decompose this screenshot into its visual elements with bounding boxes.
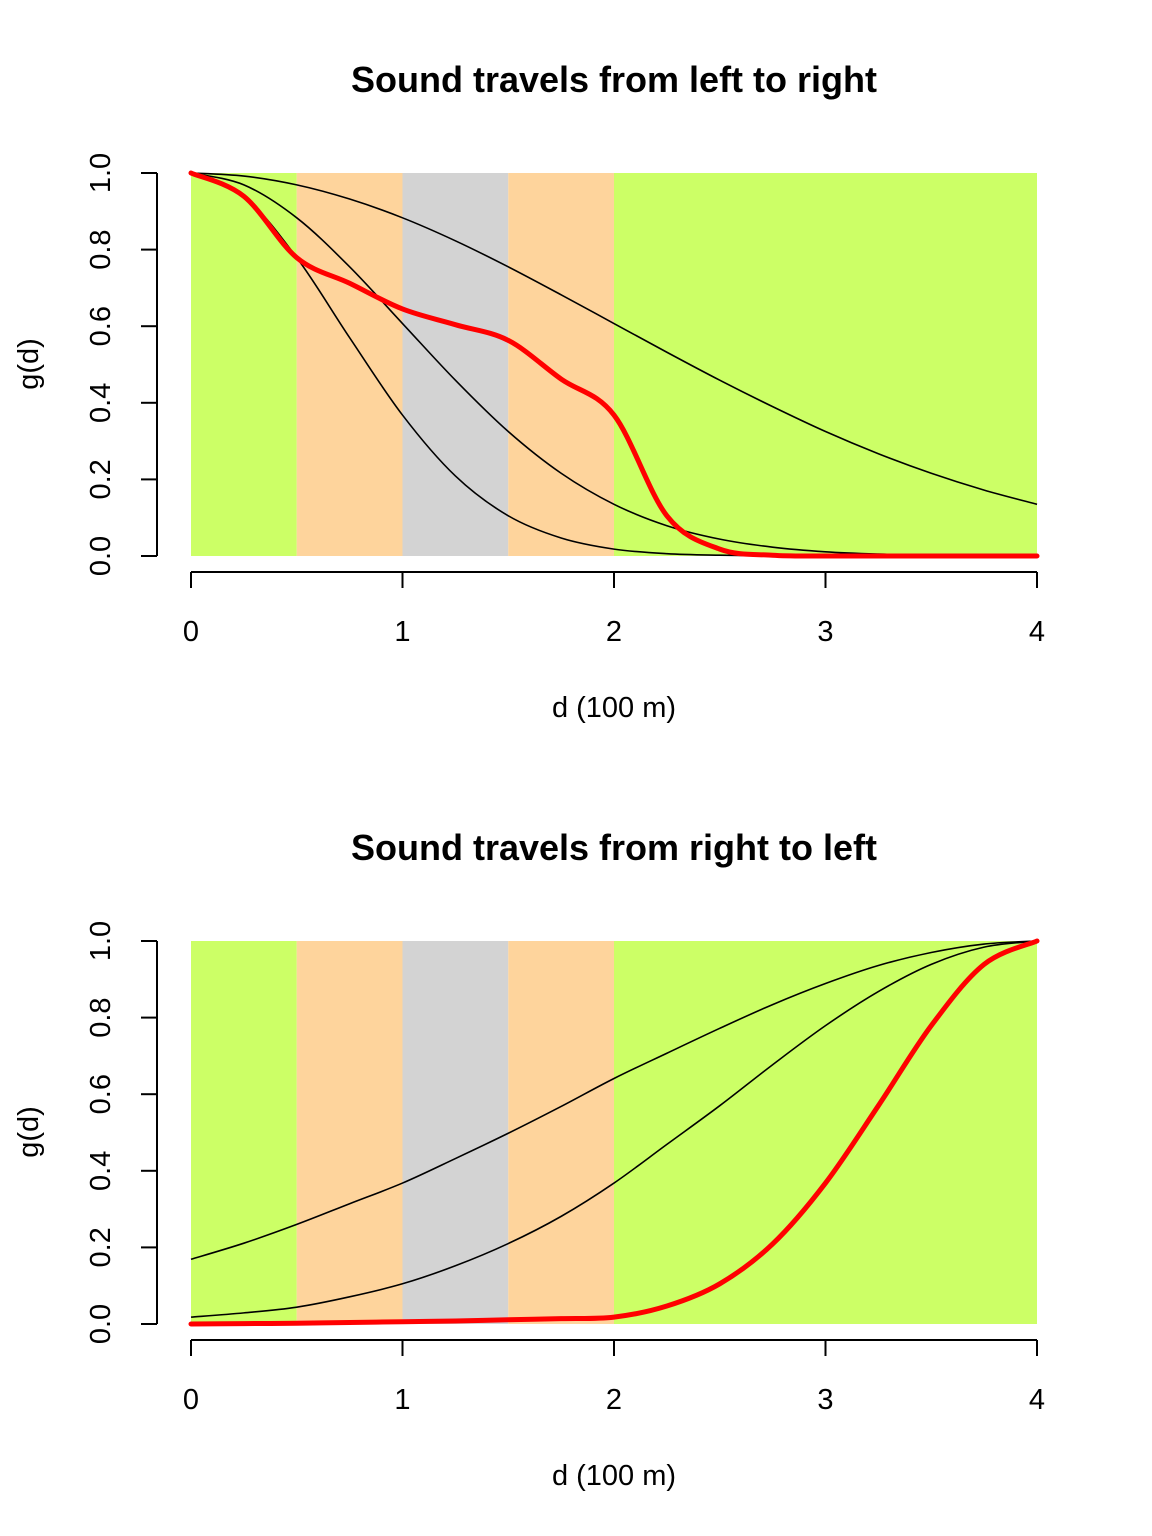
band-4 (614, 173, 1037, 556)
panel-bottom: Sound travels from right to left 0 1 2 3 4 0… (13, 827, 1045, 1492)
x-tick-label: 4 (1029, 616, 1045, 648)
x-axis: 0 1 2 3 4 (183, 1339, 1045, 1416)
plot-area (188, 938, 1040, 1327)
x-axis: 0 1 2 3 4 (183, 571, 1045, 648)
band-3 (508, 941, 614, 1324)
chart-title: Sound travels from right to left (351, 827, 877, 868)
x-tick-label: 1 (394, 616, 410, 648)
y-tick-label: 0.2 (85, 1227, 117, 1267)
band-0 (191, 173, 297, 556)
y-tick-label: 0.4 (85, 383, 117, 423)
panel-top: Sound travels from left to right 0 1 2 3 4 0… (13, 59, 1045, 724)
y-axis: 0.0 0.2 0.4 0.6 0.8 1.0 (85, 921, 158, 1344)
y-tick-label: 1.0 (85, 153, 117, 193)
x-tick-label: 4 (1029, 1384, 1045, 1416)
x-tick-label: 0 (183, 1384, 199, 1416)
band-2 (402, 173, 509, 556)
highlight-series-line (188, 170, 1040, 559)
y-tick-label: 0.0 (85, 1304, 117, 1344)
plot-area (188, 170, 1040, 559)
y-tick-label: 1.0 (85, 921, 117, 961)
y-tick-label: 0.2 (85, 459, 117, 499)
x-tick-label: 3 (817, 616, 833, 648)
y-tick-label: 0.6 (85, 1074, 117, 1114)
highlight-series-line (188, 938, 1040, 1327)
band-1 (296, 941, 403, 1324)
band-2 (402, 941, 509, 1324)
y-tick-label: 0.6 (85, 306, 117, 346)
x-axis-label: d (100 m) (552, 692, 676, 724)
x-tick-label: 0 (183, 616, 199, 648)
y-axis-label: g(d) (13, 1106, 45, 1158)
x-tick-label: 2 (606, 1384, 622, 1416)
y-axis: 0.0 0.2 0.4 0.6 0.8 1.0 (85, 153, 158, 576)
y-tick-label: 0.4 (85, 1151, 117, 1191)
chart-title: Sound travels from left to right (351, 59, 877, 100)
x-axis-label: d (100 m) (552, 1460, 676, 1492)
y-tick-label: 0.8 (85, 997, 117, 1037)
x-tick-label: 3 (817, 1384, 833, 1416)
band-1 (296, 173, 403, 556)
band-4 (614, 941, 1037, 1324)
y-tick-label: 0.8 (85, 229, 117, 269)
reference-series-line-0 (190, 940, 1038, 1261)
band-0 (191, 941, 297, 1324)
band-3 (508, 173, 614, 556)
y-tick-label: 0.0 (85, 536, 117, 576)
y-axis-label: g(d) (13, 338, 45, 390)
reference-series-line-0 (190, 172, 1038, 506)
reference-series-line-1 (190, 940, 1038, 1318)
x-tick-label: 2 (606, 616, 622, 648)
x-tick-label: 1 (394, 1384, 410, 1416)
